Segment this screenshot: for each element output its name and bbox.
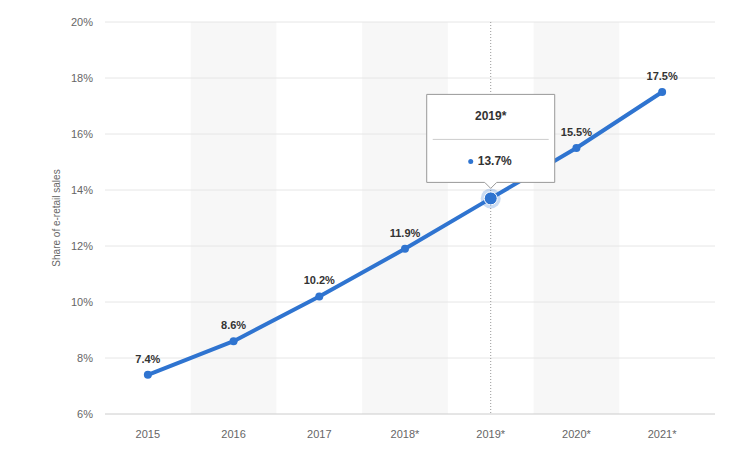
grid-line xyxy=(105,414,715,415)
x-tick-label: 2018* xyxy=(391,428,420,440)
plot-group xyxy=(144,88,666,379)
data-label: 11.9% xyxy=(390,227,421,239)
tooltip-separator xyxy=(433,139,549,140)
data-point xyxy=(401,245,409,253)
data-label: 17.5% xyxy=(647,70,678,82)
data-line xyxy=(148,92,662,375)
y-tick-label: 6% xyxy=(77,408,93,420)
x-tick-label: 2020* xyxy=(562,428,591,440)
data-point xyxy=(315,292,323,300)
chart-container: 6% 8% 10% 12% 14% 16% 18% 20% 2015 2016 2017 2018* 2… xyxy=(0,0,750,452)
data-label: 10.2% xyxy=(304,274,335,286)
grid-line xyxy=(105,302,715,303)
y-tick-label: 10% xyxy=(71,296,93,308)
chart-svg: 6% 8% 10% 12% 14% 16% 18% 20% 2015 2016 2017 2018* 2… xyxy=(0,0,750,452)
x-tick-label: 2019* xyxy=(476,428,505,440)
tooltip-box xyxy=(427,94,555,188)
grid-line xyxy=(105,190,715,191)
x-tick-label: 2021* xyxy=(648,428,677,440)
data-point xyxy=(230,337,238,345)
tooltip: 2019* 13.7% xyxy=(427,94,555,188)
grid-line xyxy=(105,134,715,135)
y-tick-label: 8% xyxy=(77,352,93,364)
y-tick-label: 16% xyxy=(71,128,93,140)
x-tick-label: 2015 xyxy=(136,428,160,440)
column-band xyxy=(362,22,448,414)
y-tick-label: 14% xyxy=(71,184,93,196)
tooltip-bullet xyxy=(468,159,473,164)
data-label: 15.5% xyxy=(561,126,592,138)
y-axis-title: Share of e-retail sales xyxy=(51,169,62,266)
grid-line xyxy=(105,22,715,23)
tooltip-title: 2019* xyxy=(475,109,507,123)
column-band xyxy=(191,22,277,414)
data-point xyxy=(484,192,497,205)
y-tick-label: 18% xyxy=(71,72,93,84)
hover-line xyxy=(490,22,491,414)
data-label: 7.4% xyxy=(135,353,160,365)
marker-halo xyxy=(481,188,501,208)
y-tick-label: 20% xyxy=(71,16,93,28)
column-band xyxy=(534,22,620,414)
data-point xyxy=(572,144,580,152)
data-point xyxy=(144,371,152,379)
x-tick-label: 2016 xyxy=(221,428,245,440)
x-tick-label: 2017 xyxy=(307,428,331,440)
data-label: 8.6% xyxy=(221,319,246,331)
tooltip-value: 13.7% xyxy=(478,154,512,168)
y-tick-label: 12% xyxy=(71,240,93,252)
data-point xyxy=(658,88,666,96)
grid-line xyxy=(105,78,715,79)
